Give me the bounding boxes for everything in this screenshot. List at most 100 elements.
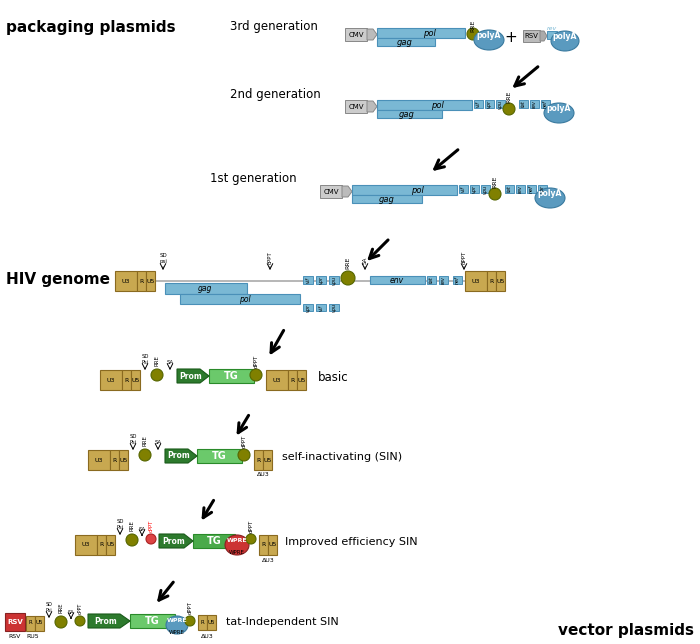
Bar bbox=[303, 276, 313, 284]
Text: vif: vif bbox=[461, 186, 466, 192]
Text: SD
Psi: SD Psi bbox=[141, 354, 148, 365]
Text: gag: gag bbox=[397, 37, 413, 46]
Bar bbox=[35, 616, 44, 631]
Bar bbox=[474, 100, 483, 108]
Text: U3: U3 bbox=[106, 377, 116, 383]
Bar bbox=[523, 30, 540, 42]
Bar bbox=[538, 185, 547, 193]
Bar bbox=[496, 100, 505, 108]
Ellipse shape bbox=[467, 28, 479, 40]
Polygon shape bbox=[159, 534, 193, 548]
Ellipse shape bbox=[55, 616, 67, 628]
Bar bbox=[88, 450, 110, 470]
Bar bbox=[137, 271, 146, 291]
Text: 2nd generation: 2nd generation bbox=[230, 88, 321, 101]
Text: RRE: RRE bbox=[470, 20, 475, 32]
Text: CMV: CMV bbox=[323, 189, 339, 194]
Text: RRE: RRE bbox=[346, 257, 351, 269]
Ellipse shape bbox=[139, 449, 151, 461]
Bar bbox=[530, 100, 539, 108]
Text: vpr: vpr bbox=[540, 185, 545, 193]
Text: cPPT: cPPT bbox=[267, 251, 272, 264]
Bar bbox=[345, 28, 367, 41]
Text: polyA: polyA bbox=[553, 32, 578, 41]
Text: WPRE: WPRE bbox=[229, 549, 245, 554]
Bar bbox=[316, 304, 326, 311]
Text: RRE: RRE bbox=[155, 355, 160, 366]
Ellipse shape bbox=[225, 535, 249, 555]
Polygon shape bbox=[342, 186, 352, 197]
Text: SD
Psi: SD Psi bbox=[46, 602, 52, 613]
Bar bbox=[505, 185, 514, 193]
Text: RRE: RRE bbox=[507, 91, 512, 103]
Text: RRE: RRE bbox=[130, 520, 134, 531]
Text: pol: pol bbox=[239, 294, 251, 303]
Bar bbox=[5, 613, 25, 631]
Bar bbox=[180, 294, 300, 304]
Bar bbox=[465, 271, 487, 291]
Text: U3: U3 bbox=[472, 278, 480, 283]
Text: cPPT: cPPT bbox=[78, 602, 83, 614]
Text: TG: TG bbox=[211, 451, 226, 461]
Text: tat-Independent SIN: tat-Independent SIN bbox=[226, 617, 339, 627]
Text: R: R bbox=[201, 620, 204, 625]
Polygon shape bbox=[540, 31, 547, 41]
Text: U5: U5 bbox=[298, 377, 306, 383]
Text: tat: tat bbox=[429, 277, 434, 283]
Ellipse shape bbox=[341, 271, 355, 285]
Text: Prom: Prom bbox=[167, 451, 190, 460]
Text: WPRE: WPRE bbox=[169, 629, 185, 634]
Bar bbox=[26, 616, 35, 631]
Text: vif: vif bbox=[476, 101, 481, 107]
Bar bbox=[496, 271, 505, 291]
Text: cPPT: cPPT bbox=[148, 520, 153, 532]
Text: HIV genome: HIV genome bbox=[6, 272, 110, 287]
Text: rev: rev bbox=[518, 185, 523, 193]
Ellipse shape bbox=[126, 534, 138, 546]
Bar bbox=[303, 304, 313, 311]
Text: Prom: Prom bbox=[94, 616, 118, 625]
Bar bbox=[329, 276, 339, 284]
Bar bbox=[352, 185, 457, 195]
Text: R: R bbox=[125, 377, 129, 383]
Text: vpu: vpu bbox=[483, 184, 488, 194]
Text: +: + bbox=[505, 30, 517, 44]
Text: U5: U5 bbox=[496, 278, 505, 283]
Text: U5: U5 bbox=[146, 278, 155, 283]
Bar bbox=[485, 100, 494, 108]
Ellipse shape bbox=[246, 534, 256, 544]
Text: vpu: vpu bbox=[332, 303, 337, 312]
Text: RSV: RSV bbox=[7, 619, 23, 625]
Text: U5: U5 bbox=[268, 542, 277, 547]
Ellipse shape bbox=[535, 188, 565, 208]
Bar bbox=[370, 276, 425, 284]
Bar bbox=[254, 450, 263, 470]
Text: pol: pol bbox=[430, 100, 443, 109]
Bar bbox=[130, 614, 175, 628]
Text: vector plasmids: vector plasmids bbox=[558, 623, 694, 638]
Bar bbox=[97, 535, 106, 555]
Text: gag: gag bbox=[198, 284, 212, 293]
Text: R: R bbox=[489, 278, 493, 283]
Text: nef: nef bbox=[529, 185, 534, 193]
Bar bbox=[297, 370, 306, 390]
Bar bbox=[198, 615, 207, 630]
Text: dPPT: dPPT bbox=[461, 251, 466, 264]
Text: RRE: RRE bbox=[143, 435, 148, 446]
Text: TG: TG bbox=[145, 616, 160, 626]
Text: RSV: RSV bbox=[524, 33, 538, 39]
Bar bbox=[527, 185, 536, 193]
Text: basic: basic bbox=[318, 370, 349, 383]
Bar bbox=[288, 370, 297, 390]
Text: U5: U5 bbox=[208, 620, 216, 625]
Bar bbox=[541, 100, 550, 108]
Bar bbox=[519, 100, 528, 108]
Text: U5: U5 bbox=[132, 377, 140, 383]
Ellipse shape bbox=[151, 369, 163, 381]
Text: SA: SA bbox=[363, 256, 368, 264]
Text: vpu: vpu bbox=[332, 276, 337, 285]
Text: TG: TG bbox=[206, 536, 221, 546]
Text: vpr: vpr bbox=[472, 185, 477, 193]
Text: R: R bbox=[139, 278, 144, 283]
Ellipse shape bbox=[146, 534, 156, 544]
